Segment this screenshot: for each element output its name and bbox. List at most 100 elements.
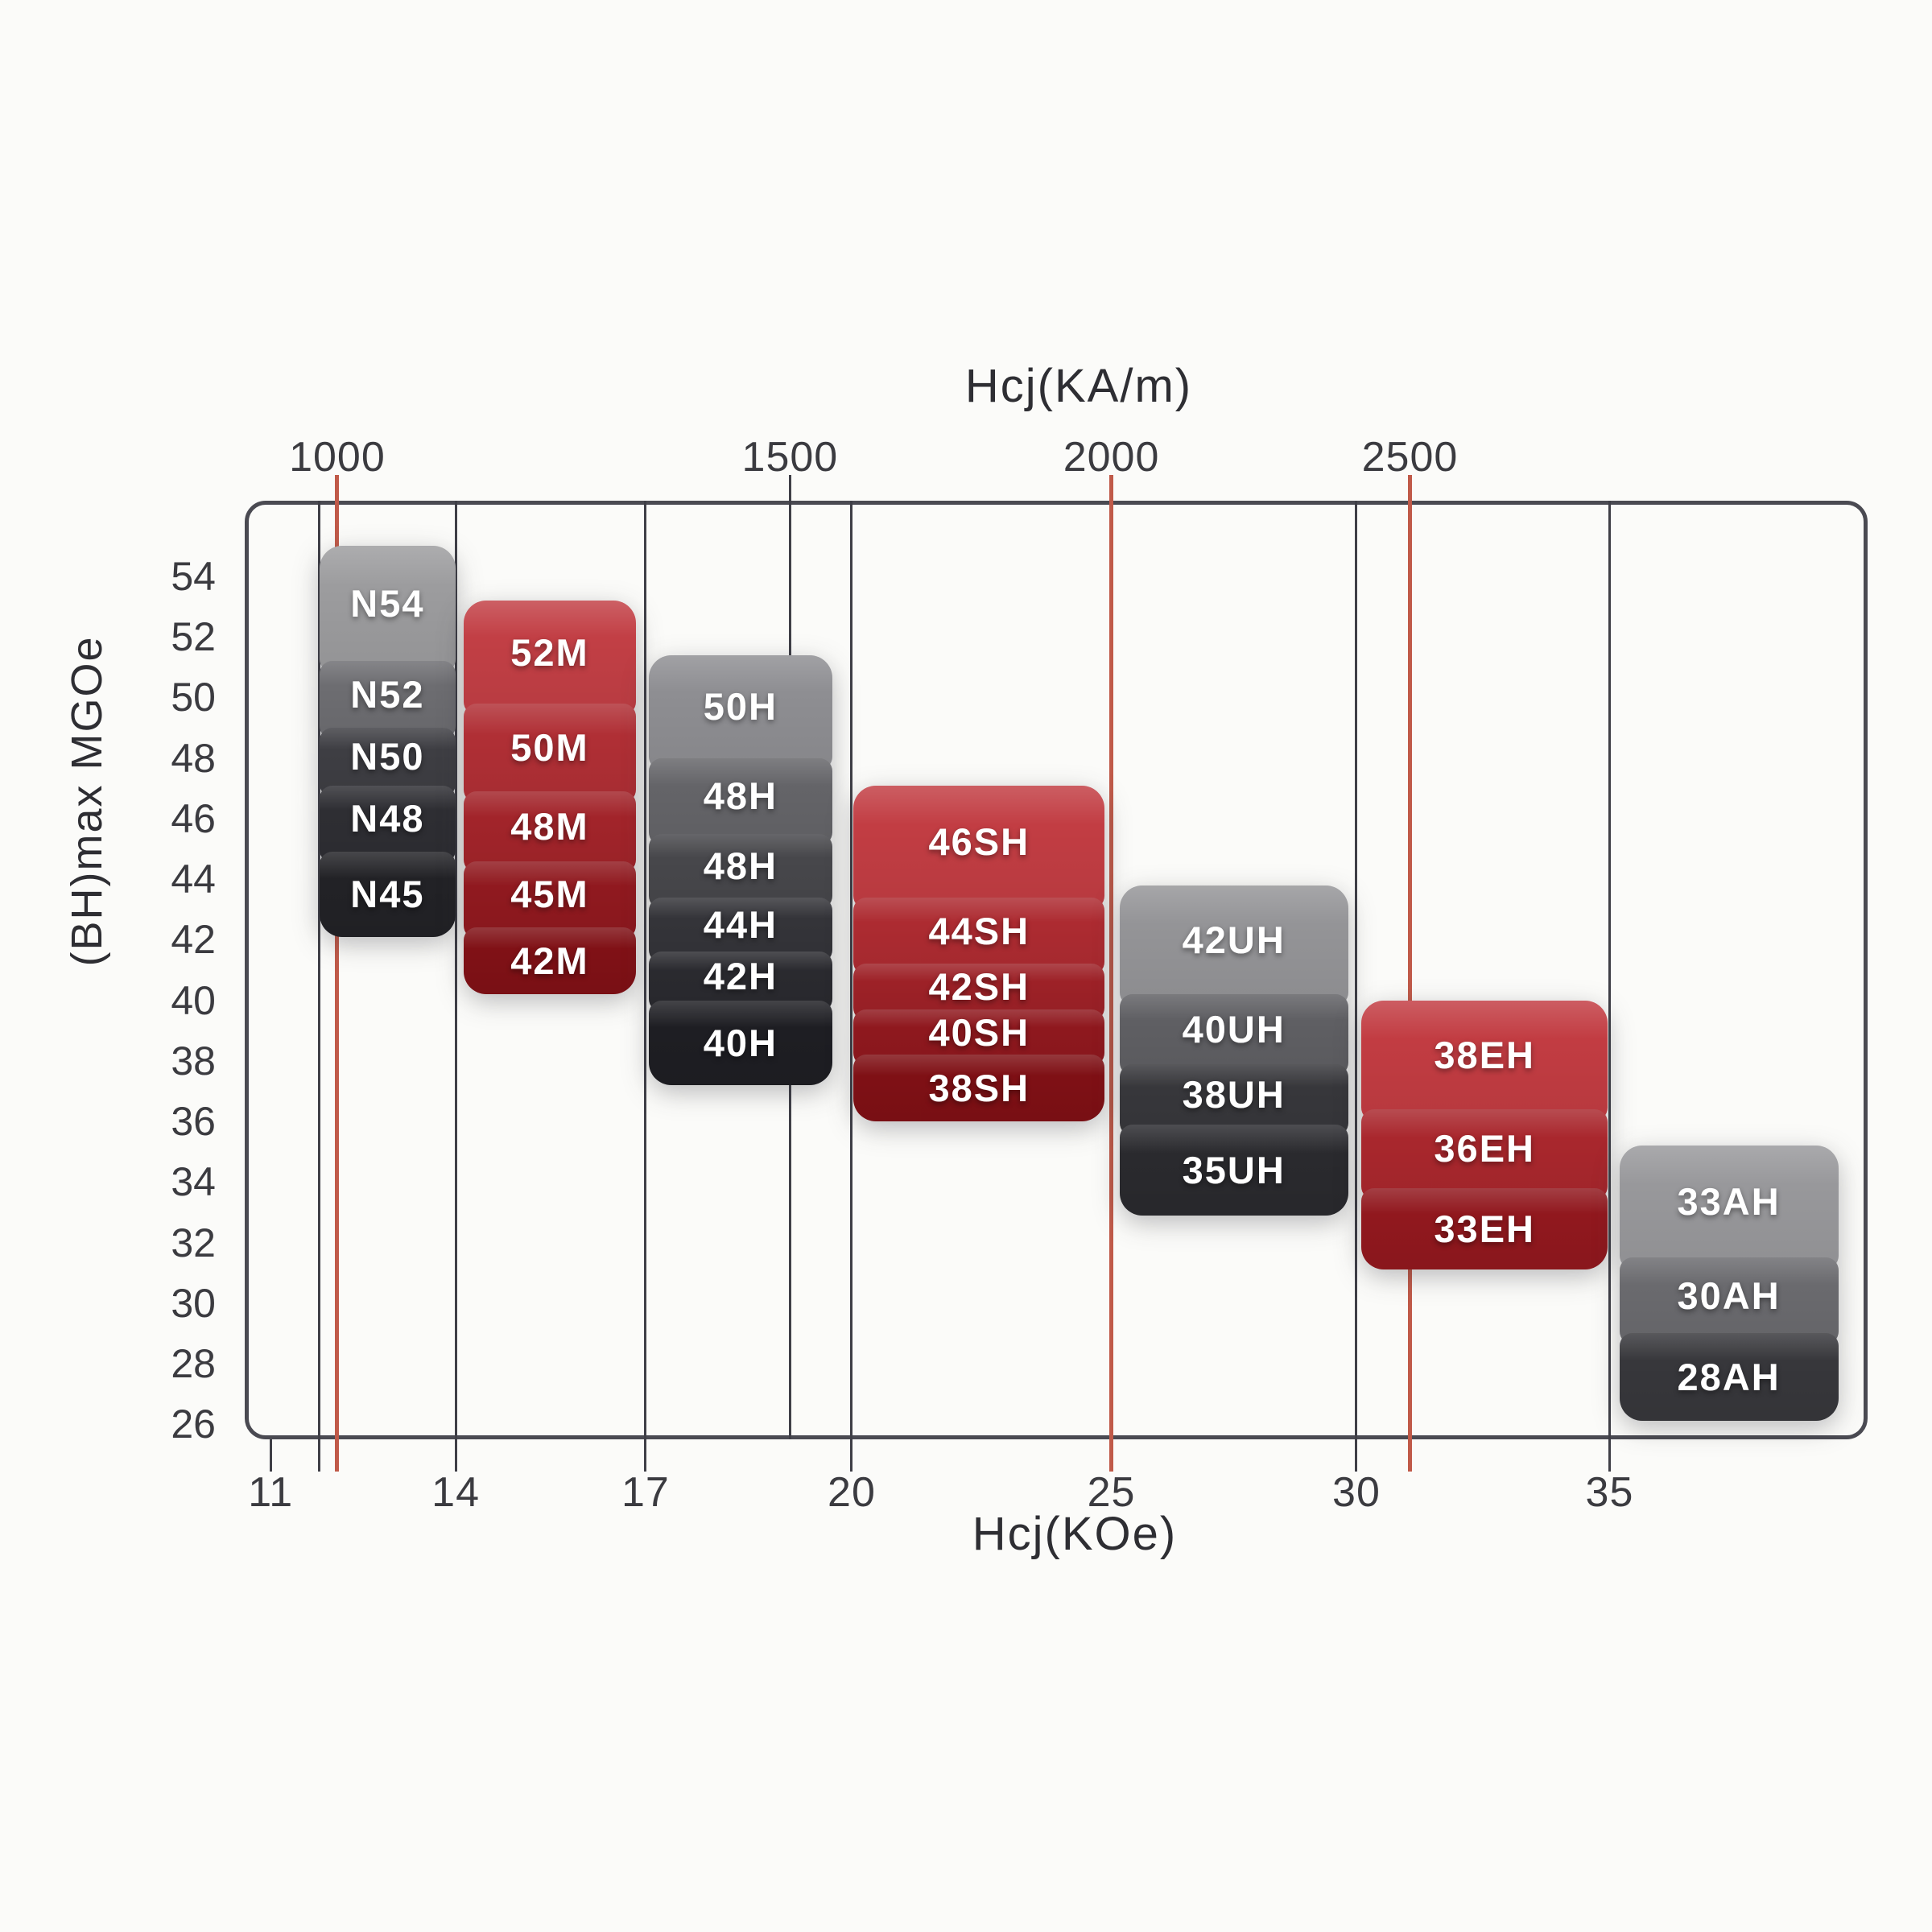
grade-segment-N52: N52 xyxy=(319,661,456,740)
grade-label: 40H xyxy=(703,1021,778,1064)
grade-label: 50M xyxy=(510,726,589,770)
black-gridline xyxy=(1355,501,1358,1439)
black-gridline xyxy=(318,501,321,1439)
grade-segment-38UH: 38UH xyxy=(1119,1063,1348,1137)
bottom-axis-tick xyxy=(1407,1439,1412,1472)
bottom-axis-tick-label: 20 xyxy=(828,1469,876,1516)
y-tick-label: 40 xyxy=(171,977,216,1023)
grade-label: 36EH xyxy=(1434,1127,1535,1170)
grade-segment-N48: N48 xyxy=(319,785,456,864)
bottom-axis-tick xyxy=(1608,1439,1611,1472)
grade-group-M: 52M 50M 48M 45M 42M xyxy=(464,601,636,995)
top-axis-tick xyxy=(1109,475,1114,501)
plot-area xyxy=(245,501,1868,1439)
grade-segment-46SH: 46SH xyxy=(853,785,1105,909)
top-axis-tick-label: 1000 xyxy=(289,434,386,481)
grade-label: 48M xyxy=(510,804,589,848)
grade-label: 33AH xyxy=(1677,1180,1781,1224)
grade-label: 46SH xyxy=(928,819,1030,863)
grade-label: 42SH xyxy=(928,965,1030,1009)
y-tick-label: 52 xyxy=(171,614,216,660)
grade-label: 33EH xyxy=(1434,1208,1535,1251)
bottom-axis-tick xyxy=(318,1439,321,1472)
y-tick-label: 30 xyxy=(171,1280,216,1326)
top-axis-tick xyxy=(1407,475,1412,501)
y-tick-label: 28 xyxy=(171,1340,216,1386)
grade-segment-N54: N54 xyxy=(319,546,456,673)
grade-segment-36EH: 36EH xyxy=(1361,1109,1608,1199)
grade-segment-48H: 48H xyxy=(648,833,832,909)
bottom-axis-title: Hcj(KOe) xyxy=(972,1508,1178,1560)
grade-label: 44SH xyxy=(928,909,1030,952)
bottom-axis-tick-label: 14 xyxy=(431,1469,480,1516)
top-axis-tick xyxy=(335,475,340,501)
y-tick-label: 48 xyxy=(171,735,216,781)
grade-label: N52 xyxy=(350,673,425,716)
y-tick-label: 26 xyxy=(171,1402,216,1447)
top-axis-tick-label: 1500 xyxy=(741,434,839,481)
y-tick-label: 50 xyxy=(171,675,216,720)
grade-segment-33AH: 33AH xyxy=(1619,1146,1839,1269)
grade-segment-44SH: 44SH xyxy=(853,897,1105,976)
grade-segment-50H: 50H xyxy=(648,654,832,770)
grade-label: 28AH xyxy=(1677,1356,1781,1399)
grade-label: 30AH xyxy=(1677,1274,1781,1317)
grade-label: 48H xyxy=(703,844,778,887)
grade-label: 40SH xyxy=(928,1010,1030,1054)
grade-segment-48M: 48M xyxy=(464,791,636,873)
bottom-axis-tick-label: 11 xyxy=(248,1469,294,1516)
grade-segment-42UH: 42UH xyxy=(1119,885,1348,1006)
bottom-axis-tick xyxy=(1355,1439,1358,1472)
grade-label: N48 xyxy=(350,797,425,840)
grade-group-SH: 46SH 44SH 42SH 40SH 38SH xyxy=(853,785,1105,1122)
grade-label: 44H xyxy=(703,903,778,947)
y-tick-label: 34 xyxy=(171,1159,216,1205)
black-gridline xyxy=(850,501,853,1439)
bottom-axis-tick-label: 25 xyxy=(1087,1469,1136,1516)
grade-label: 38SH xyxy=(928,1067,1030,1110)
black-gridline xyxy=(454,501,457,1439)
y-tick-label: 38 xyxy=(171,1038,216,1084)
top-axis-tick-label: 2000 xyxy=(1063,434,1160,481)
grade-group-H: 50H 48H 48H 44H 42H 40H xyxy=(648,654,832,1085)
grade-label: 50H xyxy=(703,685,778,729)
black-gridline xyxy=(644,501,647,1439)
grade-segment-38SH: 38SH xyxy=(853,1055,1105,1122)
grade-label: 38UH xyxy=(1182,1072,1286,1116)
grade-segment-28AH: 28AH xyxy=(1619,1333,1839,1422)
grade-segment-42M: 42M xyxy=(464,927,636,995)
grade-segment-40H: 40H xyxy=(648,1000,832,1085)
grade-group-N: N54 N52 N50 N48 N45 xyxy=(319,546,456,937)
bottom-axis-tick xyxy=(850,1439,853,1472)
top-axis-title: Hcj(KA/m) xyxy=(964,360,1193,412)
y-tick-label: 36 xyxy=(171,1099,216,1145)
grade-segment-30AH: 30AH xyxy=(1619,1257,1839,1345)
grade-segment-48H: 48H xyxy=(648,758,832,845)
grade-label: N45 xyxy=(350,873,425,916)
y-tick-label: 46 xyxy=(171,795,216,841)
grade-segment-38EH: 38EH xyxy=(1361,1000,1608,1121)
grade-label: 45M xyxy=(510,873,589,916)
black-gridline xyxy=(1608,501,1611,1439)
bottom-axis-tick xyxy=(454,1439,457,1472)
bottom-axis-tick xyxy=(269,1439,272,1472)
bottom-axis-tick-label: 35 xyxy=(1585,1469,1634,1516)
grade-label: N54 xyxy=(350,582,425,625)
bottom-axis-tick-label: 17 xyxy=(621,1469,670,1516)
grade-label: 48H xyxy=(703,774,778,818)
top-axis-tick xyxy=(788,475,791,501)
grade-segment-45M: 45M xyxy=(464,861,636,939)
top-axis-tick-label: 2500 xyxy=(1361,434,1459,481)
grade-group-EH: 38EH 36EH 33EH xyxy=(1361,1000,1608,1270)
grade-segment-52M: 52M xyxy=(464,601,636,715)
grade-segment-N45: N45 xyxy=(319,852,456,937)
grade-label: 40UH xyxy=(1182,1007,1286,1051)
red-gridline xyxy=(1109,501,1114,1439)
grade-label: 42UH xyxy=(1182,918,1286,961)
grade-label: 42H xyxy=(703,954,778,997)
grade-segment-33EH: 33EH xyxy=(1361,1187,1608,1270)
grade-segment-35UH: 35UH xyxy=(1119,1124,1348,1216)
grade-label: 52M xyxy=(510,630,589,674)
y-tick-label: 42 xyxy=(171,917,216,963)
